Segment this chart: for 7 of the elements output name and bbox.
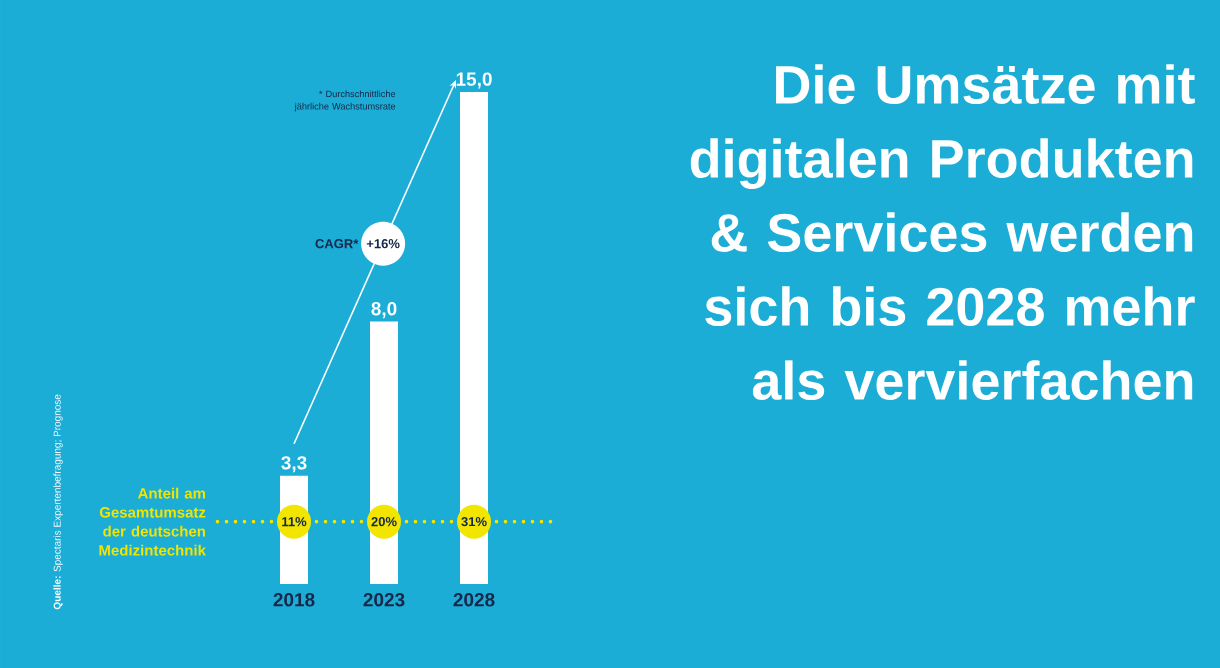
- text: Die Umsätze mit digitalen Produkten & Services werden sich bis 2028 mehr als vervierfachen: [690, 64, 1195, 401]
- x-tick-label: 2028: [453, 593, 495, 607]
- data-label: 15,0: [456, 72, 492, 89]
- data-label: 3,3: [281, 456, 307, 473]
- x-tick-label: 2018: [273, 593, 315, 607]
- data-label: 8,0: [371, 301, 397, 319]
- x-tick-label: 2023: [363, 593, 405, 607]
